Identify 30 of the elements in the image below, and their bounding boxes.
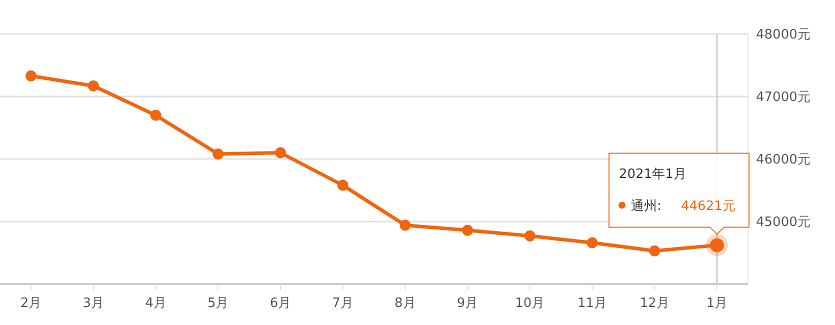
x-tick-label: 2月	[20, 296, 42, 312]
x-tick-label: 10月	[515, 296, 545, 312]
x-tick-label: 5月	[207, 296, 229, 312]
y-tick-label: 45000元	[756, 215, 810, 230]
point	[462, 224, 474, 236]
y-tick-label: 47000元	[756, 90, 810, 106]
y-tick-label: 48000元	[756, 28, 810, 43]
point	[586, 237, 598, 248]
point	[337, 180, 348, 191]
point	[274, 147, 286, 158]
x-tick-label: 1月	[706, 296, 728, 312]
y-tick-label: 46000元	[756, 152, 810, 168]
x-tick-label: 6月	[270, 296, 292, 312]
legend-label: 通州:	[631, 199, 662, 214]
point	[150, 110, 162, 121]
x-tick-label: 8月	[394, 296, 416, 312]
annotation: 2021年1月	[619, 167, 686, 182]
x-tick-label: 12月	[640, 296, 670, 312]
point	[212, 148, 224, 160]
data-label: 44621元	[681, 199, 736, 214]
point	[524, 230, 536, 242]
x-tick-label: 11月	[578, 296, 608, 312]
point	[649, 245, 660, 256]
point	[26, 70, 36, 82]
x-tick-label: 7月	[332, 296, 354, 312]
point	[88, 80, 99, 92]
point	[400, 220, 411, 231]
x-tick-label: 3月	[82, 296, 104, 312]
x-tick-label: 9月	[456, 296, 478, 312]
x-tick-label: 4月	[145, 296, 166, 312]
